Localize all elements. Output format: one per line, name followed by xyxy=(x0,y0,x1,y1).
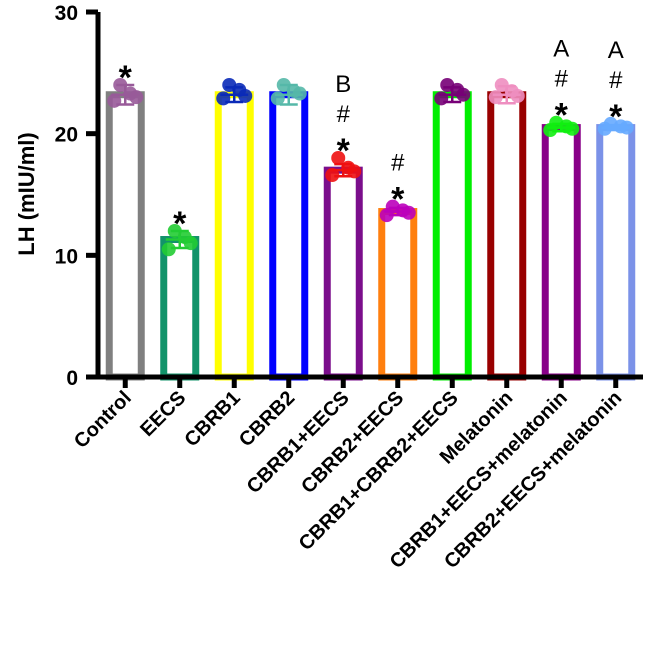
bars: ***#B*#*#A*#A xyxy=(105,36,636,381)
significance-mark: # xyxy=(337,101,351,128)
significance-star: * xyxy=(119,59,133,97)
data-point xyxy=(347,164,362,179)
bar xyxy=(105,91,145,381)
data-point xyxy=(510,88,525,103)
significance-mark: A xyxy=(553,36,569,63)
significance-mark: # xyxy=(555,66,569,93)
data-point xyxy=(107,93,122,108)
significance-mark: B xyxy=(335,71,351,98)
bar xyxy=(323,166,363,381)
data-point xyxy=(113,78,128,92)
bar xyxy=(432,91,472,381)
y-tick-label: 30 xyxy=(55,2,78,25)
bar-group: * xyxy=(160,205,200,381)
data-point xyxy=(216,91,231,106)
data-point xyxy=(619,120,634,135)
bar xyxy=(378,208,418,381)
y-tick-label: 10 xyxy=(55,245,78,268)
category-label: CBRB1 xyxy=(181,387,245,451)
significance-mark: A xyxy=(608,37,624,64)
bar-group xyxy=(432,78,472,381)
data-point xyxy=(183,236,198,251)
bar xyxy=(160,236,200,381)
significance-star: * xyxy=(337,132,351,170)
data-point xyxy=(292,86,307,101)
y-axis-title: LH (mIU/ml) xyxy=(14,132,39,255)
data-point xyxy=(401,205,416,220)
bar xyxy=(596,124,636,381)
category-label: Control xyxy=(70,387,136,453)
data-point xyxy=(270,91,285,106)
bar-group: * # B xyxy=(323,71,363,381)
significance-star: * xyxy=(173,205,187,243)
bar xyxy=(487,91,527,381)
bar-group xyxy=(269,78,309,381)
significance-star: * xyxy=(609,98,623,136)
y-tick-label: 20 xyxy=(55,124,78,147)
data-point xyxy=(238,88,253,103)
data-point xyxy=(456,87,471,102)
x-axis xyxy=(96,374,643,388)
data-point xyxy=(565,121,580,136)
bar xyxy=(541,124,581,381)
bar xyxy=(214,91,254,381)
bar-group: * # A xyxy=(596,37,636,381)
bar-group xyxy=(487,78,527,381)
data-point xyxy=(325,168,340,183)
significance-mark: # xyxy=(391,150,405,177)
data-point xyxy=(331,151,346,165)
category-labels: Control EECSCBRB1CBRB2CBRB1+EECSCBRB2+EEC… xyxy=(70,387,626,573)
data-point xyxy=(161,242,176,257)
data-point xyxy=(488,90,503,105)
bar-group: *# xyxy=(378,150,418,381)
significance-mark: # xyxy=(609,67,623,94)
bar-group: * # A xyxy=(541,36,581,381)
data-point xyxy=(129,90,144,105)
bar-group xyxy=(214,78,254,381)
data-point xyxy=(597,121,612,136)
significance-star: * xyxy=(555,97,569,135)
y-axis: 0 10 20 30 xyxy=(55,2,101,390)
bar-group: * xyxy=(105,59,145,381)
data-point xyxy=(379,208,394,223)
bar xyxy=(269,91,309,381)
y-tick-label: 0 xyxy=(66,367,78,390)
data-point xyxy=(543,123,558,138)
data-point xyxy=(434,91,449,106)
significance-star: * xyxy=(391,181,405,219)
